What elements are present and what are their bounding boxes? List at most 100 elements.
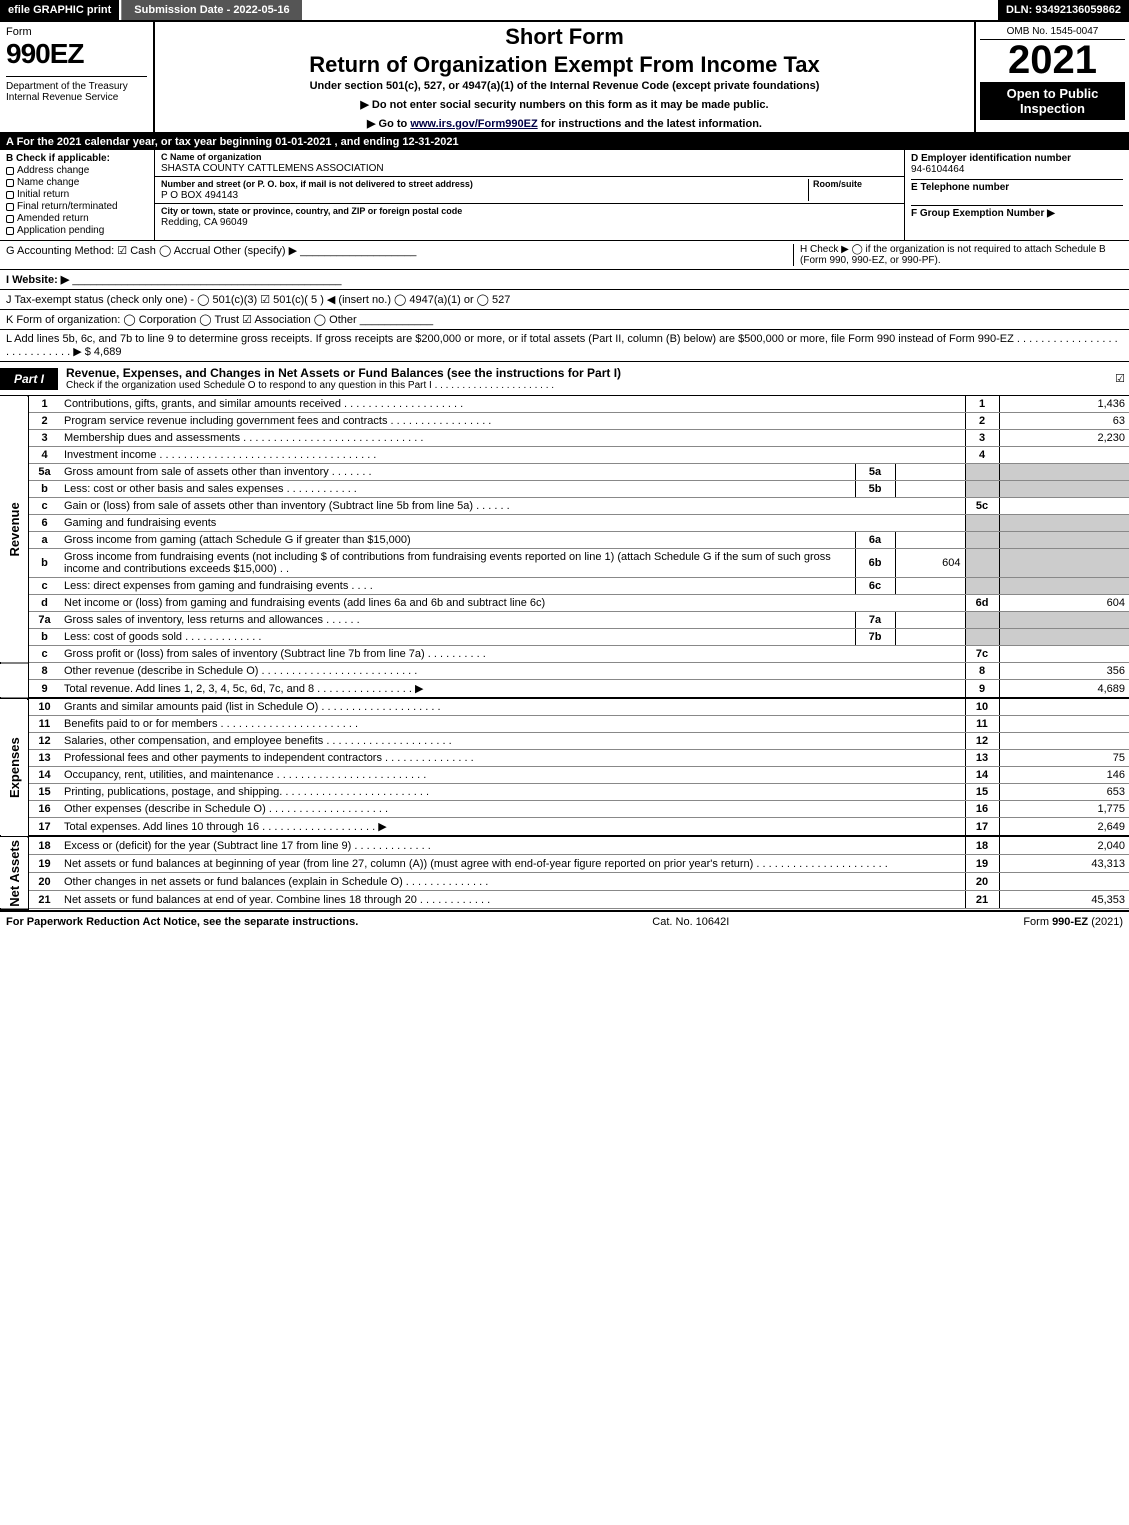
form-header: Form 990EZ Department of the Treasury In… [0,22,1129,134]
row-1-val: 1,436 [999,396,1129,413]
row-7b-shade [965,629,999,646]
row-7b-shade2 [999,629,1129,646]
exp-17-val: 2,649 [999,818,1129,837]
checkbox-initial-return[interactable] [6,191,14,199]
row-4-desc: Investment income . . . . . . . . . . . … [60,447,965,464]
row-7a-shade [965,612,999,629]
row-7b-ival [895,629,965,646]
row-5a-desc: Gross amount from sale of assets other t… [60,464,855,481]
row-8-box: 8 [965,663,999,680]
net-19-val: 43,313 [999,855,1129,873]
row-6-shade2 [999,515,1129,532]
box-d: D Employer identification number 94-6104… [904,150,1129,240]
footer-left: For Paperwork Reduction Act Notice, see … [6,916,358,928]
tax-year: 2021 [980,40,1125,80]
row-7b-no: b [28,629,60,646]
row-5c-val [999,498,1129,515]
row-7a-desc: Gross sales of inventory, less returns a… [60,612,855,629]
box-c: C Name of organization SHASTA COUNTY CAT… [155,150,904,240]
row-1-no: 1 [28,396,60,413]
net-20-desc: Other changes in net assets or fund bala… [60,873,965,891]
checkbox-final-return[interactable] [6,203,14,211]
row-2-desc: Program service revenue including govern… [60,413,965,430]
part-1-checkbox[interactable]: ☑ [1111,372,1129,385]
line-k-text: K Form of organization: ◯ Corporation ◯ … [6,314,357,326]
part-1-title-text: Revenue, Expenses, and Changes in Net As… [66,366,621,380]
line-g: G Accounting Method: ☑ Cash ◯ Accrual Ot… [6,245,297,257]
checkbox-name-change[interactable] [6,179,14,187]
cb-label-1: Name change [17,177,79,188]
row-6c-shade [965,578,999,595]
checkbox-amended-return[interactable] [6,215,14,223]
exp-17-box: 17 [965,818,999,837]
exp-16-no: 16 [28,801,60,818]
irs-link[interactable]: www.irs.gov/Form990EZ [410,118,537,130]
box-b-title: B Check if applicable: [6,153,148,164]
cb-label-0: Address change [17,165,89,176]
efile-print-button[interactable]: efile GRAPHIC print [0,0,121,20]
row-2-no: 2 [28,413,60,430]
net-20-box: 20 [965,873,999,891]
row-6c-ibox: 6c [855,578,895,595]
row-6b-shade [965,549,999,578]
row-9-no: 9 [28,680,60,699]
note-ssn: ▶ Do not enter social security numbers o… [163,98,966,111]
sidebar-expenses: Expenses [0,699,28,836]
exp-11-desc: Benefits paid to or for members . . . . … [60,716,965,733]
row-7c-no: c [28,646,60,663]
exp-12-no: 12 [28,733,60,750]
exp-12-desc: Salaries, other compensation, and employ… [60,733,965,750]
line-l-text: L Add lines 5b, 6c, and 7b to line 9 to … [6,333,1118,358]
title-short: Short Form [163,24,966,50]
part-1-title: Revenue, Expenses, and Changes in Net As… [58,362,1111,395]
row-1-box: 1 [965,396,999,413]
exp-10-desc: Grants and similar amounts paid (list in… [60,699,965,716]
exp-16-box: 16 [965,801,999,818]
submission-date-button[interactable]: Submission Date - 2022-05-16 [121,0,301,20]
header-left: Form 990EZ Department of the Treasury In… [0,22,155,132]
exp-13-val: 75 [999,750,1129,767]
net-18-val: 2,040 [999,837,1129,855]
exp-10-box: 10 [965,699,999,716]
row-5b-shade2 [999,481,1129,498]
exp-13-box: 13 [965,750,999,767]
row-9-box: 9 [965,680,999,699]
row-5a-no: 5a [28,464,60,481]
row-2-box: 2 [965,413,999,430]
line-h: H Check ▶ ◯ if the organization is not r… [800,244,1106,266]
line-l: L Add lines 5b, 6c, and 7b to line 9 to … [0,330,1129,361]
row-6d-desc: Net income or (loss) from gaming and fun… [60,595,965,612]
cb-label-5: Application pending [17,225,104,236]
row-5b-no: b [28,481,60,498]
exp-17-no: 17 [28,818,60,837]
exp-15-desc: Printing, publications, postage, and shi… [60,784,965,801]
exp-12-val [999,733,1129,750]
row-5b-ival [895,481,965,498]
checkbox-application-pending[interactable] [6,227,14,235]
row-6d-val: 604 [999,595,1129,612]
exp-11-box: 11 [965,716,999,733]
exp-11-val [999,716,1129,733]
info-block: B Check if applicable: Address change Na… [0,150,1129,241]
exp-14-val: 146 [999,767,1129,784]
net-19-desc: Net assets or fund balances at beginning… [60,855,965,873]
row-7c-desc: Gross profit or (loss) from sales of inv… [60,646,965,663]
checkbox-address-change[interactable] [6,167,14,175]
revenue-table: Revenue 1 Contributions, gifts, grants, … [0,396,1129,699]
footer-mid: Cat. No. 10642I [652,916,729,928]
row-6a-shade [965,532,999,549]
row-8-desc: Other revenue (describe in Schedule O) .… [60,663,965,680]
row-6d-no: d [28,595,60,612]
exp-10-val [999,699,1129,716]
exp-15-val: 653 [999,784,1129,801]
row-6b-ibox: 6b [855,549,895,578]
expenses-table: Expenses 10 Grants and similar amounts p… [0,699,1129,837]
row-4-box: 4 [965,447,999,464]
netassets-table: Net Assets 18 Excess or (deficit) for th… [0,837,1129,910]
row-7a-no: 7a [28,612,60,629]
city-label: City or town, state or province, country… [161,206,462,216]
ein-value: 94-6104464 [911,164,1123,175]
exp-13-desc: Professional fees and other payments to … [60,750,965,767]
line-i-label: I Website: ▶ [6,274,69,286]
exp-10-no: 10 [28,699,60,716]
